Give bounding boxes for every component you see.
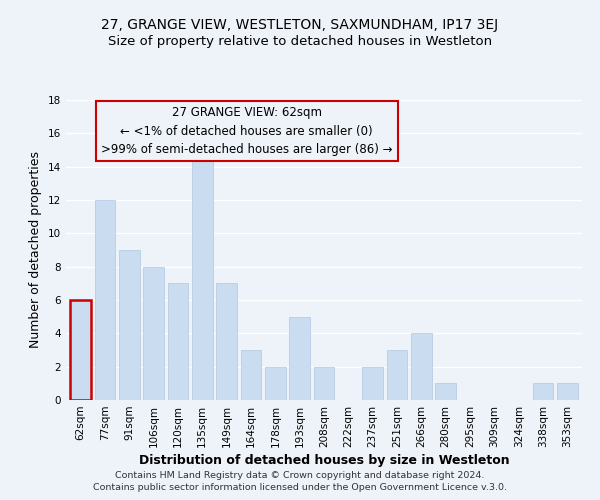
X-axis label: Distribution of detached houses by size in Westleton: Distribution of detached houses by size … (139, 454, 509, 467)
Bar (386, 350, 407, 400)
Y-axis label: Number of detached properties: Number of detached properties (29, 152, 43, 348)
Bar (119, 250, 140, 400)
Bar (70, 300, 91, 400)
Bar (314, 366, 334, 400)
Bar (95, 200, 115, 400)
Bar (289, 316, 310, 400)
Bar (216, 284, 237, 400)
Bar (436, 384, 456, 400)
Bar (533, 384, 553, 400)
Text: Contains HM Land Registry data © Crown copyright and database right 2024.
Contai: Contains HM Land Registry data © Crown c… (93, 471, 507, 492)
Text: Size of property relative to detached houses in Westleton: Size of property relative to detached ho… (108, 35, 492, 48)
Bar (362, 366, 383, 400)
Text: 27, GRANGE VIEW, WESTLETON, SAXMUNDHAM, IP17 3EJ: 27, GRANGE VIEW, WESTLETON, SAXMUNDHAM, … (101, 18, 499, 32)
Bar (411, 334, 432, 400)
Bar (192, 150, 212, 400)
Text: 27 GRANGE VIEW: 62sqm
← <1% of detached houses are smaller (0)
>99% of semi-deta: 27 GRANGE VIEW: 62sqm ← <1% of detached … (101, 106, 392, 156)
Bar (265, 366, 286, 400)
Bar (557, 384, 578, 400)
Bar (167, 284, 188, 400)
Bar (143, 266, 164, 400)
Bar (241, 350, 262, 400)
